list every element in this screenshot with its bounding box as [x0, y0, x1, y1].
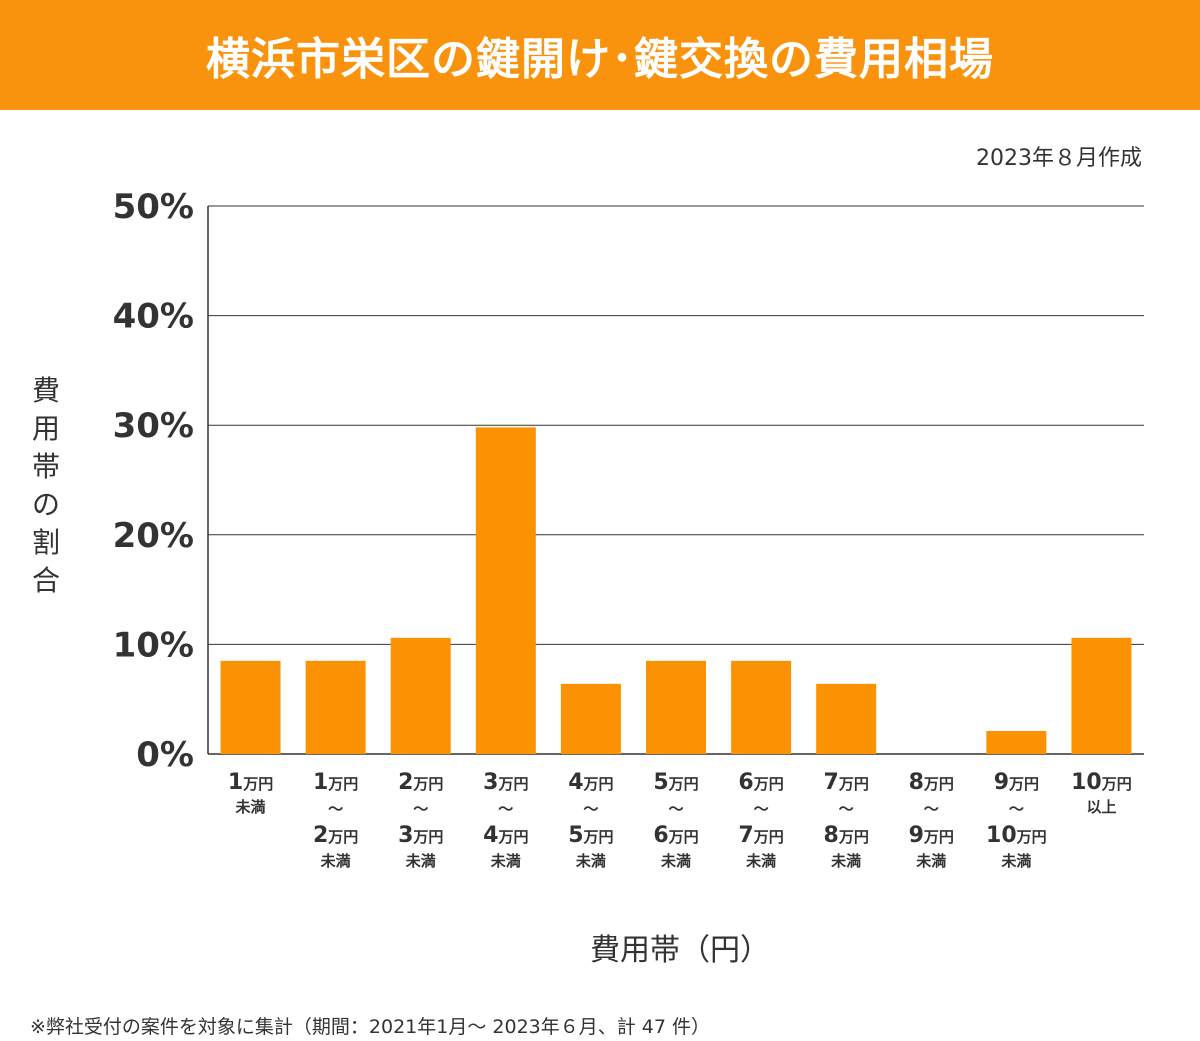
x-tick-label-from: 1万円 — [313, 770, 358, 795]
x-tick-label-range-sep: ～ — [583, 800, 598, 818]
y-tick-label: 50% — [113, 187, 194, 227]
x-tick-label-from: 10万円 — [1071, 770, 1132, 795]
bar-4 — [475, 427, 536, 754]
x-tick-label-suffix: 未満 — [915, 852, 946, 870]
x-tick-label-to: 3万円 — [398, 823, 443, 848]
x-tick-label-suffix: 以上 — [1086, 798, 1116, 816]
x-tick-label-suffix: 未満 — [235, 798, 266, 816]
x-tick-label-from: 8万円 — [909, 770, 954, 795]
x-tick-label-to: 5万円 — [568, 823, 613, 848]
bar-7 — [731, 660, 792, 754]
x-axis-label: 費用帯（円） — [590, 933, 770, 968]
x-tick-label-range-sep: ～ — [498, 800, 513, 818]
x-tick-label-from: 5万円 — [653, 770, 698, 795]
x-tick-label-range-sep: ～ — [413, 800, 428, 818]
bar-2 — [305, 660, 366, 754]
y-axis-label: 費用帯の割合 — [31, 374, 60, 597]
bar-6 — [646, 660, 706, 754]
bar-11 — [1071, 637, 1132, 754]
x-tick-label-from: 7万円 — [824, 770, 869, 795]
y-tick-label: 40% — [113, 297, 194, 337]
bar-8 — [816, 683, 877, 754]
x-tick-label-suffix: 未満 — [320, 852, 351, 870]
x-tick-label-from: 6万円 — [738, 770, 783, 795]
bar-1 — [220, 660, 281, 754]
x-tick-label-range-sep: ～ — [924, 800, 939, 818]
x-tick-label-to: 6万円 — [653, 823, 698, 848]
x-tick-label-suffix: 未満 — [405, 852, 436, 870]
x-tick-label-from: 3万円 — [483, 770, 528, 795]
created-date: 2023年８月作成 — [976, 146, 1142, 171]
x-tick-label-to: 9万円 — [909, 823, 954, 848]
x-tick-label-suffix: 未満 — [830, 852, 861, 870]
x-tick-label-range-sep: ～ — [668, 800, 683, 818]
y-tick-label: 0% — [136, 735, 194, 775]
chart-title: 横浜市栄区の鍵開け･鍵交換の費用相場 — [0, 0, 1200, 110]
x-tick-label-range-sep: ～ — [754, 800, 769, 818]
x-tick-label-from: 2万円 — [398, 770, 443, 795]
x-tick-label-suffix: 未満 — [660, 852, 691, 870]
y-tick-label: 30% — [113, 406, 194, 446]
bar-10 — [986, 730, 1047, 754]
x-tick-label-to: 4万円 — [483, 823, 528, 848]
x-tick-label-to: 2万円 — [313, 823, 358, 848]
x-tick-label-from: 4万円 — [568, 770, 613, 795]
x-tick-label-suffix: 未満 — [1000, 852, 1031, 870]
x-tick-label-to: 8万円 — [824, 823, 869, 848]
x-tick-label-from: 1万円 — [228, 770, 273, 795]
footnote: ※弊社受付の案件を対象に集計（期間：2021年1月～ 2023年６月、計 47 … — [30, 1016, 711, 1038]
x-tick-label-range-sep: ～ — [328, 800, 343, 818]
x-tick-label-suffix: 未満 — [575, 852, 606, 870]
x-tick-label-suffix: 未満 — [490, 852, 521, 870]
x-tick-label-from: 9万円 — [994, 770, 1039, 795]
bar-5 — [560, 683, 621, 754]
x-tick-label-to: 7万円 — [738, 823, 783, 848]
y-tick-label: 10% — [113, 625, 194, 665]
x-tick-label-range-sep: ～ — [839, 800, 854, 818]
x-tick-label-suffix: 未満 — [745, 852, 776, 870]
y-tick-label: 20% — [113, 516, 194, 556]
x-tick-label-range-sep: ～ — [1009, 800, 1024, 818]
bar-3 — [390, 637, 451, 754]
x-tick-label-to: 10万円 — [986, 823, 1047, 848]
